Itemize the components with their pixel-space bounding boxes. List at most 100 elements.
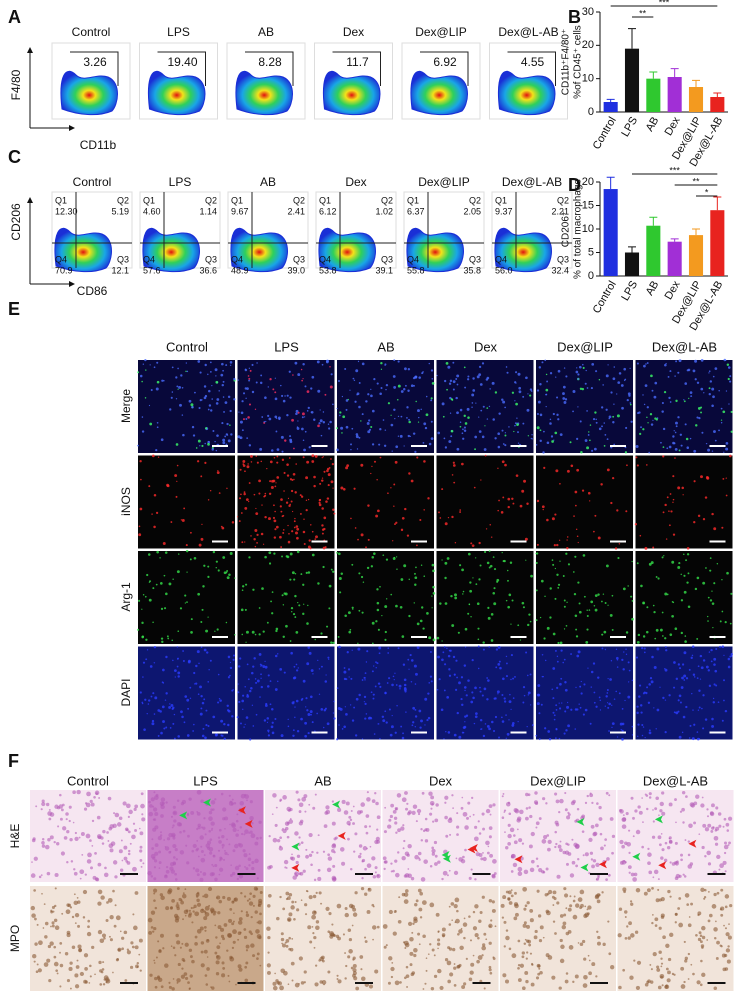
tissue-cell [229,907,233,911]
cell-signal [557,641,560,645]
cell-signal [636,562,639,565]
tissue-cell [654,807,658,811]
tissue-cell [317,834,320,837]
tissue-cell [485,808,491,814]
tissue-cell [179,830,182,834]
tissue-cell [502,895,507,900]
tissue-cell [171,826,174,829]
cell-signal [709,599,713,602]
tissue-cell [397,919,402,924]
tissue-cell [132,913,135,916]
cell-signal [686,369,689,372]
tissue-cell [701,972,706,977]
cell-signal [371,555,375,559]
cell-signal [579,685,582,688]
cell-signal [328,427,331,430]
cell-signal [574,708,578,711]
cell-signal [287,725,290,728]
cell-signal [280,510,283,513]
tissue-cell [725,822,730,827]
cell-signal [254,545,257,548]
tissue-cell [674,912,678,916]
tissue-cell [150,797,155,802]
cell-signal [467,552,471,556]
density-plot [323,70,381,116]
cell-signal [720,407,723,410]
tissue-cell [360,802,366,807]
tissue-cell [573,895,576,898]
tissue-cell [488,941,492,945]
tissue-cell [248,901,254,906]
tissue-cell [564,791,567,795]
cell-signal [340,486,344,490]
cell-signal [165,592,168,596]
tissue-cell [713,986,718,991]
cell-signal [219,699,222,702]
cell-signal [431,595,433,597]
cell-signal [241,429,244,432]
tissue-cell [636,960,642,965]
tissue-cell [641,797,644,799]
tissue-cell [331,821,336,826]
tissue-cell [567,811,570,814]
cell-signal [654,637,657,640]
cell-signal [688,668,691,671]
tissue-cell [315,925,320,931]
cell-signal [316,712,318,715]
tissue-cell [272,793,277,798]
tissue-cell [595,823,599,828]
cell-signal [384,630,387,634]
cell-signal [730,430,733,433]
cell-signal [627,695,631,699]
tissue-cell [558,810,561,814]
cell-signal [310,524,312,526]
cell-signal [305,499,308,502]
tissue-cell [296,908,300,912]
cell-signal [616,414,620,418]
tissue-cell [459,945,464,951]
cell-signal [318,693,321,695]
density-plot [60,70,118,116]
tissue-cell [134,829,138,832]
tissue-cell [528,844,533,849]
tissue-cell [419,916,423,919]
tissue-cell [431,803,434,806]
tissue-cell [231,871,236,876]
tissue-cell [353,850,356,853]
cell-signal [471,659,474,662]
quadrant-value: 1.14 [199,206,217,216]
cell-signal [555,704,558,707]
cell-signal [439,517,442,519]
tissue-cell [503,809,507,812]
cell-signal [205,427,208,430]
cell-signal [711,404,714,408]
tissue-cell [187,914,192,918]
tissue-cell [444,801,447,804]
cell-signal [507,505,510,509]
cell-signal [170,396,173,399]
cell-signal [197,360,201,363]
cell-signal [559,682,562,686]
cell-signal [575,504,577,507]
cell-signal [302,530,306,534]
axis-label: CD11b [80,138,117,152]
tissue-cell [290,905,295,910]
tissue-cell [259,836,262,840]
tissue-cell [675,821,677,824]
cell-signal [224,401,228,404]
tissue-cell [702,823,707,828]
tissue-cell [211,863,214,866]
cell-signal [460,676,464,679]
cell-signal [370,388,372,391]
tissue-cell [236,813,239,816]
tissue-cell [181,799,186,805]
cell-signal [290,651,293,655]
plot-frame [226,42,306,120]
cell-signal [611,476,615,480]
cell-signal [555,709,558,711]
cell-signal [221,362,224,366]
cell-signal [486,724,490,728]
tissue-cell [303,794,308,799]
cell-signal [444,446,448,449]
tissue-cell [106,901,109,904]
